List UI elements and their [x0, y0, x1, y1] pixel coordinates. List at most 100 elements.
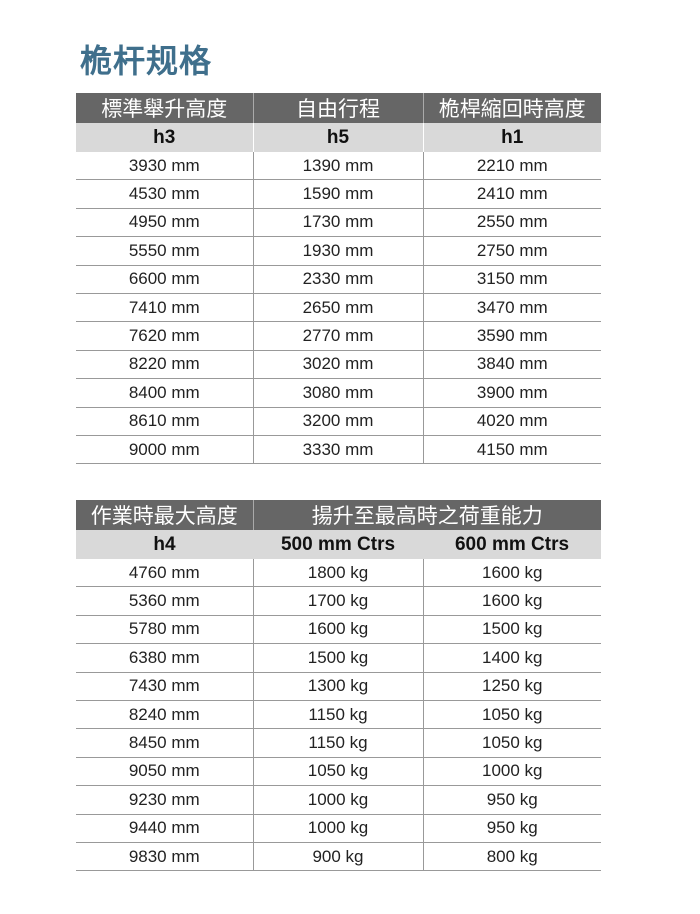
table-cell: 1000 kg [422, 757, 601, 787]
table-cell: 2210 mm [422, 152, 601, 181]
table-cell: 2330 mm [252, 265, 423, 294]
table-cell: 7620 mm [76, 321, 253, 351]
table-row: 6380 mm 1500 kg 1400 kg [76, 643, 601, 673]
table-row: 4760 mm 1800 kg 1600 kg [76, 559, 601, 588]
table-cell: 1500 kg [252, 643, 423, 673]
table-cell: 3930 mm [76, 152, 253, 181]
table-cell: 4530 mm [76, 179, 253, 209]
table-cell: 1000 kg [252, 814, 423, 843]
table-cell: 7430 mm [76, 672, 253, 701]
table-cell: 1000 kg [252, 785, 423, 815]
column-subheader: h1 [422, 123, 601, 152]
table-cell: 5780 mm [76, 615, 253, 645]
table-cell: 9230 mm [76, 785, 253, 815]
table-cell: 950 kg [422, 814, 601, 843]
table-cell: 3020 mm [252, 350, 423, 380]
table-cell: 4760 mm [76, 559, 253, 588]
table-cell: 1590 mm [252, 179, 423, 209]
table-cell: 1500 kg [422, 615, 601, 645]
table-cell: 3840 mm [422, 350, 601, 380]
column-subheader: h5 [252, 123, 423, 152]
table-row: 9440 mm 1000 kg 950 kg [76, 814, 601, 843]
column-subheader: 500 mm Ctrs [253, 530, 423, 559]
table-cell: 800 kg [422, 842, 601, 872]
table-cell: 9440 mm [76, 814, 253, 843]
table-cell: 2550 mm [422, 208, 601, 238]
table-cell: 1050 kg [422, 700, 601, 730]
table-cell: 8220 mm [76, 350, 253, 380]
table-cell: 8400 mm [76, 378, 253, 408]
table-cell: 5550 mm [76, 236, 253, 266]
table-cell: 3590 mm [422, 321, 601, 351]
page-title: 桅杆规格 [80, 43, 213, 79]
table-cell: 7410 mm [76, 293, 253, 323]
table-cell: 1050 kg [252, 757, 423, 787]
table-cell: 2410 mm [422, 179, 601, 209]
table-row: 7620 mm 2770 mm 3590 mm [76, 321, 601, 351]
table-row: 9050 mm 1050 kg 1000 kg [76, 757, 601, 787]
table-cell: 2770 mm [252, 321, 423, 351]
table-cell: 900 kg [252, 842, 423, 872]
table-cell: 1600 kg [422, 559, 601, 588]
table-cell: 1050 kg [422, 728, 601, 758]
table-cell: 3080 mm [252, 378, 423, 408]
table-cell: 4950 mm [76, 208, 253, 238]
table-cell: 1730 mm [252, 208, 423, 238]
table-cell: 4020 mm [422, 407, 601, 436]
table-cell: 1930 mm [252, 236, 423, 266]
table-cell: 8240 mm [76, 700, 253, 730]
table-row: 7430 mm 1300 kg 1250 kg [76, 672, 601, 701]
table-cell: 3330 mm [252, 435, 423, 465]
table-row: 9000 mm 3330 mm 4150 mm [76, 435, 601, 465]
table-cell: 1150 kg [252, 728, 423, 758]
table-row: 4530 mm 1590 mm 2410 mm [76, 179, 601, 209]
table-row: 5550 mm 1930 mm 2750 mm [76, 236, 601, 266]
table-cell: 4150 mm [422, 435, 601, 465]
column-header: 揚升至最高時之荷重能力 [252, 500, 601, 530]
table-row: 9230 mm 1000 kg 950 kg [76, 785, 601, 815]
table-cell: 1300 kg [252, 672, 423, 701]
table-row: 3930 mm 1390 mm 2210 mm [76, 152, 601, 181]
table-cell: 6380 mm [76, 643, 253, 673]
table-cell: 1600 kg [422, 586, 601, 616]
table-row: 8400 mm 3080 mm 3900 mm [76, 378, 601, 408]
column-header: 標準舉升高度 [76, 93, 253, 123]
table-cell: 2650 mm [252, 293, 423, 323]
column-header: 自由行程 [252, 93, 423, 123]
table-cell: 3470 mm [422, 293, 601, 323]
table-row: 5360 mm 1700 kg 1600 kg [76, 586, 601, 616]
table-cell: 3150 mm [422, 265, 601, 294]
column-subheader: h4 [76, 530, 253, 559]
table-cell: 9050 mm [76, 757, 253, 787]
table-cell: 1400 kg [422, 643, 601, 673]
table-cell: 8450 mm [76, 728, 253, 758]
table-cell: 950 kg [422, 785, 601, 815]
table-cell: 1150 kg [252, 700, 423, 730]
table-cell: 1250 kg [422, 672, 601, 701]
table-cell: 3900 mm [422, 378, 601, 408]
column-header: 桅桿縮回時高度 [422, 93, 601, 123]
table-cell: 1700 kg [252, 586, 423, 616]
table-cell: 9000 mm [76, 435, 253, 465]
capacity-table: 作業時最大高度 揚升至最高時之荷重能力 h4 500 mm Ctrs 600 m… [76, 500, 601, 872]
table-row: 7410 mm 2650 mm 3470 mm [76, 293, 601, 323]
table-cell: 5360 mm [76, 586, 253, 616]
table-row: 4950 mm 1730 mm 2550 mm [76, 208, 601, 238]
table-row: 8450 mm 1150 kg 1050 kg [76, 728, 601, 758]
table-cell: 1800 kg [252, 559, 423, 588]
table-row: 8240 mm 1150 kg 1050 kg [76, 700, 601, 730]
table-cell: 3200 mm [252, 407, 423, 436]
table-row: 9830 mm 900 kg 800 kg [76, 842, 601, 872]
table-cell: 1600 kg [252, 615, 423, 645]
table-cell: 6600 mm [76, 265, 253, 294]
table-cell: 1390 mm [252, 152, 423, 181]
column-subheader: 600 mm Ctrs [423, 530, 601, 559]
mast-spec-table: 標準舉升高度 自由行程 桅桿縮回時高度 h3 h5 h1 3930 mm 1390… [76, 93, 601, 465]
table-row: 5780 mm 1600 kg 1500 kg [76, 615, 601, 645]
column-subheader: h3 [76, 123, 253, 152]
table-row: 8610 mm 3200 mm 4020 mm [76, 407, 601, 436]
table-cell: 9830 mm [76, 842, 253, 872]
column-header: 作業時最大高度 [76, 500, 253, 530]
table-row: 8220 mm 3020 mm 3840 mm [76, 350, 601, 380]
table-cell: 2750 mm [422, 236, 601, 266]
